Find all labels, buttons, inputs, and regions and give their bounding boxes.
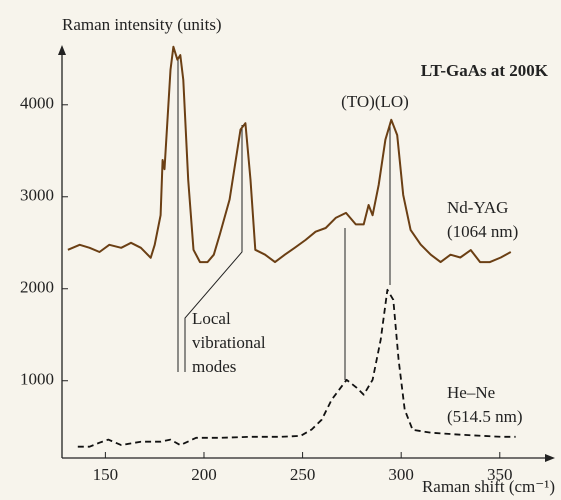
y-tick-label: 1000 [20,370,54,389]
series-note: (514.5 nm) [447,407,523,426]
y-tick-label: 4000 [20,94,54,113]
series-line [77,288,516,448]
x-tick-label: 350 [487,465,513,484]
leader-lines [177,60,391,380]
annotation: modes [192,357,236,376]
series-note: (1064 nm) [447,222,518,241]
x-tick-label: 200 [191,465,217,484]
x-axis-label: Raman shift (cm⁻¹) [422,477,555,496]
x-tick-label: 300 [388,465,414,484]
x-axis-arrow [545,454,555,462]
series-label: He–Ne [447,383,495,402]
annotation: Local [192,309,231,328]
y-tick-label: 3000 [20,186,54,205]
series-label: Nd-YAG [447,198,508,217]
x-tick-label: 250 [290,465,316,484]
x-tick-label: 150 [93,465,119,484]
y-axis-arrow [58,45,66,55]
annotation: (TO)(LO) [341,92,409,111]
y-axis-label: Raman intensity (units) [62,15,222,34]
annotation: vibrational [192,333,266,352]
y-tick-label: 2000 [20,278,54,297]
series-line [67,45,512,264]
chart-title: LT-GaAs at 200K [421,61,549,80]
